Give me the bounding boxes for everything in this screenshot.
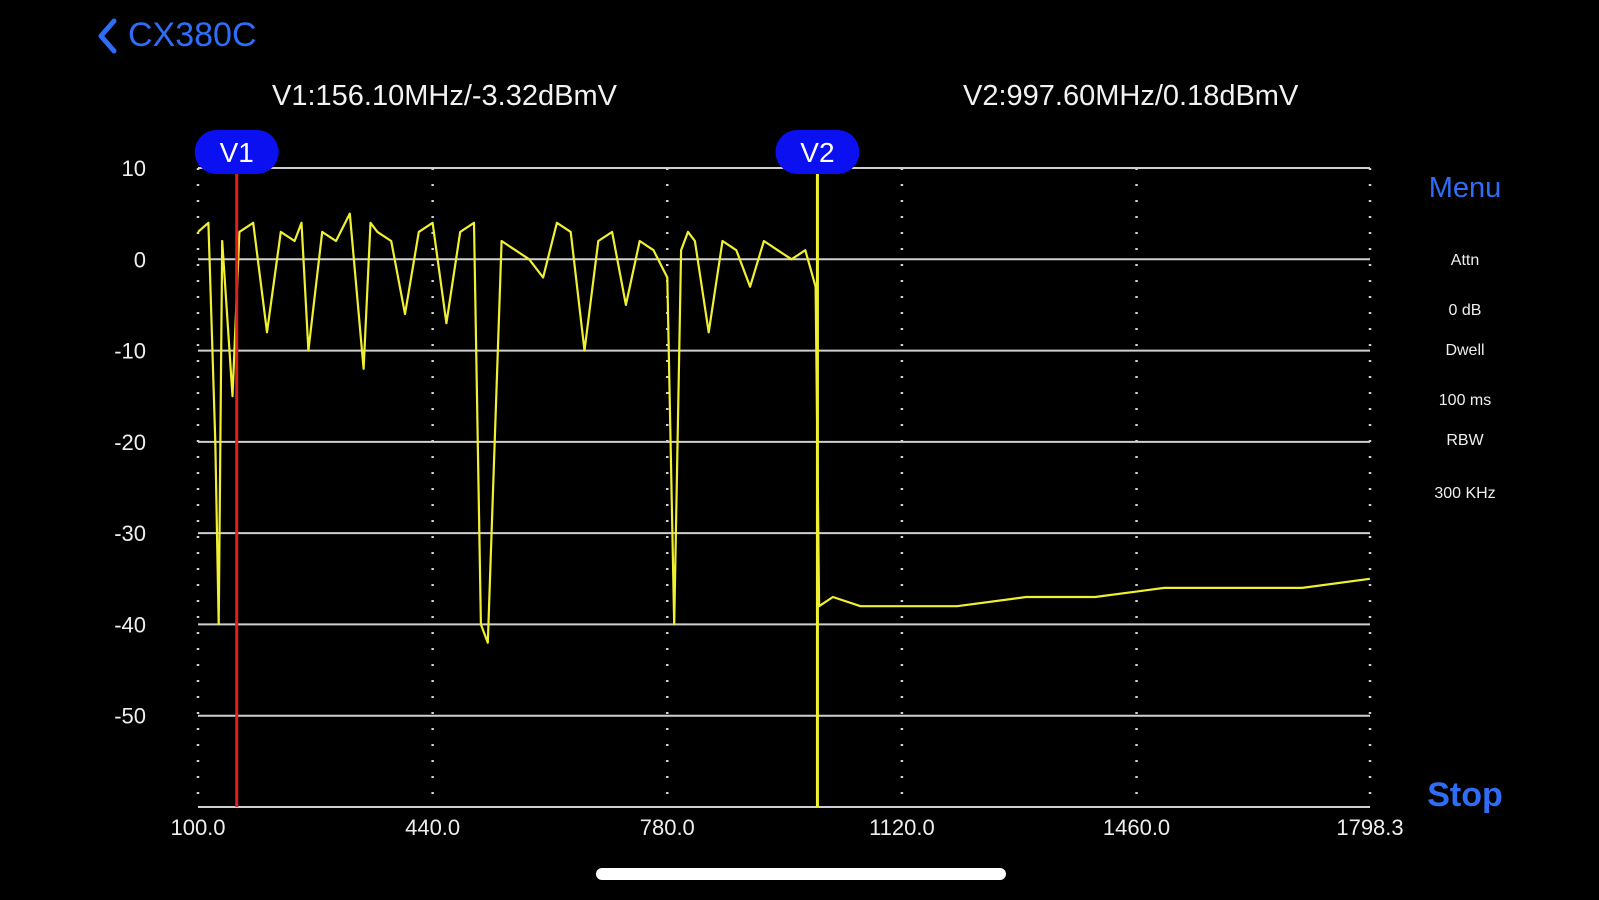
y-tick-label: -10 <box>114 339 146 364</box>
chevron-left-icon <box>98 18 117 53</box>
spectrum-trace <box>197 212 1370 644</box>
menu-button[interactable]: Menu <box>1428 172 1502 204</box>
y-tick-label: -50 <box>114 704 146 729</box>
attn-label: Attn <box>1450 252 1480 269</box>
dwell-value[interactable]: 100 ms <box>1438 392 1492 409</box>
dwell-label: Dwell <box>1445 342 1485 359</box>
x-tick-label: 440.0 <box>405 815 460 840</box>
x-tick-label: 1798.3 <box>1336 815 1403 840</box>
x-tick-label: 1460.0 <box>1103 815 1170 840</box>
x-tick-label: 100.0 <box>170 815 225 840</box>
rbw-value[interactable]: 300 KHz <box>1434 485 1496 502</box>
y-tick-label: -40 <box>114 612 146 637</box>
attn-value[interactable]: 0 dB <box>1448 302 1482 319</box>
back-button[interactable]: CX380C <box>96 16 257 55</box>
y-tick-label: -30 <box>114 521 146 546</box>
home-indicator <box>596 868 1006 880</box>
y-tick-label: 0 <box>134 247 146 272</box>
marker-v2-readout: V2:997.60MHz/0.18dBmV <box>963 80 1299 112</box>
marker-v2-badge <box>775 130 860 174</box>
marker-v1-badge <box>194 130 279 174</box>
back-label: CX380C <box>128 16 257 54</box>
y-tick-label: 10 <box>122 156 146 181</box>
marker-v1-label: V1 <box>220 137 254 168</box>
y-tick-label: -20 <box>114 430 146 455</box>
marker-v1-readout: V1:156.10MHz/-3.32dBmV <box>272 80 617 112</box>
x-tick-label: 1120.0 <box>869 815 935 840</box>
x-tick-label: 780.0 <box>640 815 695 840</box>
stop-button[interactable]: Stop <box>1427 776 1503 814</box>
rbw-label: RBW <box>1446 432 1484 449</box>
marker-v2-label: V2 <box>800 137 834 168</box>
